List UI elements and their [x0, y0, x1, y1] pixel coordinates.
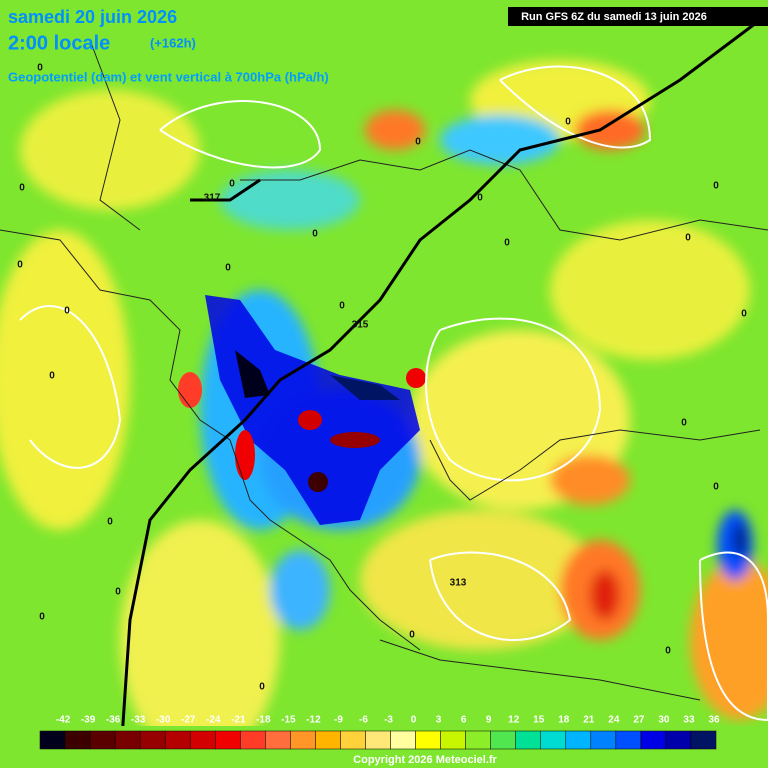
- copyright: Copyright 2026 Meteociel.fr: [353, 754, 497, 766]
- contour-label: 0: [713, 482, 719, 493]
- valid-date: samedi 20 juin 2026: [8, 7, 177, 27]
- colorbar-swatch: [390, 730, 416, 750]
- colorbar-swatch: [290, 730, 316, 750]
- colorbar-swatch: [189, 730, 216, 750]
- colorbar-swatch: [240, 730, 266, 750]
- forecast-offset: (+162h): [150, 35, 196, 50]
- contour-label: 0: [19, 183, 25, 194]
- colorbar-tick-label: 6: [461, 715, 467, 726]
- colorbar-tick-label: 3: [436, 715, 442, 726]
- run-info: Run GFS 6Z du samedi 13 juin 2026: [521, 11, 707, 23]
- colorbar-swatch: [215, 730, 241, 750]
- contour-label: 0: [39, 612, 45, 623]
- colorbar-swatch: [365, 730, 391, 750]
- run-box: [508, 7, 768, 26]
- colorbar-tick-label: -3: [384, 715, 393, 726]
- contour-label: 0: [37, 63, 43, 74]
- colorbar-tick-label: 30: [658, 715, 670, 726]
- colorbar-tick-label: -6: [359, 715, 368, 726]
- colorbar-tick-label: 9: [486, 715, 492, 726]
- colorbar-swatch: [39, 730, 66, 750]
- coastlines: [0, 39, 768, 701]
- contour-label: 0: [115, 587, 121, 598]
- colorbar-swatch: [465, 730, 491, 750]
- colorbar-tick-label: -27: [181, 715, 196, 726]
- colorbar-tick-label: -12: [306, 715, 321, 726]
- colorbar-tick-label: -36: [106, 715, 121, 726]
- colorbar-swatch: [89, 730, 116, 750]
- contour-label: 313: [450, 578, 467, 589]
- colorbar-swatch: [415, 730, 441, 750]
- colorbar-tick-label: -42: [56, 715, 71, 726]
- contour-label: 0: [107, 517, 113, 528]
- colorbar-tick-label: 27: [633, 715, 645, 726]
- colorbar-swatch: [665, 730, 692, 750]
- colorbar-tick-label: 24: [608, 715, 620, 726]
- colorbar-tick-label: 21: [583, 715, 595, 726]
- contour-label: 0: [312, 229, 318, 240]
- contour-label: 0: [477, 193, 483, 204]
- contour-label: 0: [713, 181, 719, 192]
- colorbar-swatch: [590, 730, 617, 750]
- colorbar-swatch: [265, 730, 291, 750]
- colorbar-tick-label: 12: [508, 715, 520, 726]
- colorbar-tick-label: -39: [81, 715, 96, 726]
- colorbar-tick-label: 0: [411, 715, 417, 726]
- contour-label: 0: [229, 179, 235, 190]
- colorbar-swatch: [64, 730, 91, 750]
- colorbar-swatch: [440, 730, 466, 750]
- colorbar-swatch: [315, 730, 341, 750]
- colorbar-swatch: [565, 730, 592, 750]
- colorbar-tick-label: -24: [206, 715, 221, 726]
- colorbar-tick-label: 36: [708, 715, 720, 726]
- colorbar-tick-label: -21: [231, 715, 246, 726]
- contour-label: 0: [665, 646, 671, 657]
- colorbar-swatch: [515, 730, 541, 750]
- geopotential-contours: [118, 18, 761, 768]
- colorbar-tick-label: 33: [683, 715, 695, 726]
- contour-labels: 0 0 0 0 0 0 0 0 0 0 0 0 0 0 0 0 0 0 0 0 0 0 0 0 317 315 313: [17, 63, 747, 693]
- colorbar-swatch: [114, 730, 141, 750]
- colorbar-tick-label: -9: [334, 715, 343, 726]
- contour-label: 0: [685, 233, 691, 244]
- colorbar-swatch: [540, 730, 567, 750]
- contour-label: 0: [741, 309, 747, 320]
- colorbar-tick-label: -15: [281, 715, 296, 726]
- contour-label: 0: [681, 418, 687, 429]
- colorbar-swatch: [640, 730, 667, 750]
- colorbar-swatch: [490, 730, 516, 750]
- colorbar-swatch: [690, 730, 717, 750]
- colorbar-tick-label: 15: [533, 715, 545, 726]
- contour-label: 0: [565, 117, 571, 128]
- colorbar-swatch: [164, 730, 191, 750]
- contour-label: 317: [204, 193, 221, 204]
- contour-label: 0: [504, 238, 510, 249]
- contour-label: 315: [352, 320, 369, 331]
- colorbar-swatch: [340, 730, 366, 750]
- contour-label: 0: [339, 301, 345, 312]
- strong-updraft-cells: [178, 295, 426, 525]
- contour-label: 0: [225, 263, 231, 274]
- contour-label: 0: [415, 137, 421, 148]
- colorbar-tick-label: 18: [558, 715, 570, 726]
- contour-label: 0: [49, 371, 55, 382]
- colorbar-swatch: [615, 730, 642, 750]
- contour-label: 0: [17, 260, 23, 271]
- colorbar-tick-label: -30: [156, 715, 171, 726]
- colorbar-swatch: [139, 730, 166, 750]
- colorbar: -42 -39 -36 -33 -30 -27 -24 -21 -18 -15 -12 -9 -6 -3 0…: [39, 715, 720, 750]
- contour-label: 0: [409, 630, 415, 641]
- subtitle: Geopotentiel (dam) et vent vertical à 70…: [8, 69, 329, 84]
- local-time: 2:00 locale: [8, 32, 110, 54]
- colorbar-tick-label: -33: [131, 715, 146, 726]
- colorbar-tick-label: -18: [256, 715, 271, 726]
- contour-label: 0: [64, 306, 70, 317]
- contour-label: 0: [259, 682, 265, 693]
